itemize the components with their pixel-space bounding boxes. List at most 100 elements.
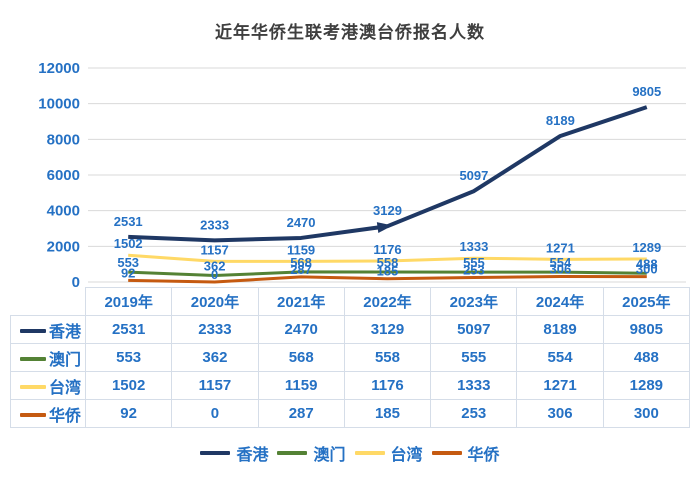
data-label: 185 bbox=[377, 264, 399, 279]
table-body: 香港 2531 2333 2470 3129 5097 8189 9805 澳门 553 362 56… bbox=[10, 315, 691, 428]
series-name: 澳门 bbox=[48, 351, 81, 369]
data-label: 5097 bbox=[459, 168, 488, 183]
table-header-row: 2019年 2020年 2021年 2022年 2023年 2024年 2025年 bbox=[11, 287, 691, 316]
hongkong-legend-swatch-icon bbox=[200, 451, 231, 455]
series-name: 香港 bbox=[48, 323, 81, 341]
table-row-hongkong: 香港 2531 2333 2470 3129 5097 8189 9805 bbox=[10, 315, 691, 344]
data-label: 0 bbox=[211, 267, 218, 282]
data-label: 2333 bbox=[200, 217, 229, 232]
data-label: 1271 bbox=[546, 240, 575, 255]
value-cell: 300 bbox=[602, 399, 691, 428]
series-line-huaqiao bbox=[128, 275, 647, 284]
macau-line-swatch-icon bbox=[19, 356, 46, 361]
y-axis-tick-label: 10000 bbox=[38, 96, 80, 113]
data-label: 306 bbox=[549, 262, 571, 277]
y-axis-tick-label: 8000 bbox=[47, 131, 80, 148]
legend-item-taiwan: 台湾 bbox=[354, 441, 423, 465]
value-cell: 568 bbox=[257, 343, 345, 372]
value-cell: 2470 bbox=[257, 315, 345, 344]
macau-legend-swatch-icon bbox=[277, 451, 308, 455]
table-row-macau: 澳门 553 362 568 558 555 554 488 bbox=[10, 343, 691, 372]
data-label: 1289 bbox=[632, 240, 661, 255]
value-cell: 1289 bbox=[602, 371, 691, 400]
value-cell: 2531 bbox=[84, 315, 173, 344]
value-cell: 558 bbox=[343, 343, 432, 372]
y-axis-tick-label: 0 bbox=[72, 274, 80, 287]
y-axis-tick-label: 6000 bbox=[47, 167, 80, 184]
value-cell: 185 bbox=[343, 399, 432, 428]
year-header: 2025年 bbox=[602, 287, 691, 316]
y-axis-tick-label: 12000 bbox=[38, 60, 80, 77]
series-line-macau bbox=[128, 270, 647, 278]
value-cell: 553 bbox=[84, 343, 173, 372]
value-cell: 287 bbox=[257, 399, 345, 428]
year-header: 2020年 bbox=[171, 287, 259, 316]
data-label: 555 bbox=[463, 255, 485, 270]
y-axis-tick-label: 4000 bbox=[47, 203, 80, 220]
data-label: 488 bbox=[636, 256, 658, 271]
taiwan-legend-swatch-icon bbox=[354, 451, 385, 455]
year-header: 2024年 bbox=[516, 287, 604, 316]
value-cell: 1502 bbox=[84, 371, 173, 400]
chart-title: 近年华侨生联考港澳台侨报名人数 bbox=[215, 23, 485, 42]
data-table: 2019年 2020年 2021年 2022年 2023年 2024年 2025年 香港 25… bbox=[10, 287, 691, 428]
data-label: 1157 bbox=[201, 242, 229, 257]
data-label: 362 bbox=[204, 259, 226, 274]
legend-label: 香港 bbox=[236, 447, 269, 464]
value-cell: 0 bbox=[171, 399, 259, 428]
legend: 香港 澳门 台湾 华侨 bbox=[0, 441, 700, 465]
year-header: 2019年 bbox=[84, 287, 173, 316]
legend-label: 华侨 bbox=[467, 447, 500, 464]
table-row-taiwan: 台湾 1502 1157 1159 1176 1333 1271 1289 bbox=[10, 371, 691, 400]
value-cell: 253 bbox=[430, 399, 518, 428]
data-label: 300 bbox=[636, 262, 658, 277]
data-label: 92 bbox=[121, 265, 135, 280]
y-axis-tick-label: 2000 bbox=[47, 238, 80, 255]
value-cell: 362 bbox=[171, 343, 259, 372]
value-cell: 1271 bbox=[516, 371, 604, 400]
hongkong-line-swatch-icon bbox=[19, 328, 46, 333]
table-corner-cell bbox=[11, 288, 86, 316]
series-label-cell: 台湾 bbox=[10, 371, 86, 400]
legend-item-huaqiao: 华侨 bbox=[431, 441, 500, 465]
value-cell: 92 bbox=[84, 399, 173, 428]
value-cell: 5097 bbox=[430, 315, 518, 344]
data-label: 3129 bbox=[373, 203, 402, 218]
data-label: 1176 bbox=[373, 242, 401, 257]
data-label: 1333 bbox=[459, 239, 488, 254]
data-label: 253 bbox=[463, 262, 485, 277]
value-cell: 8189 bbox=[516, 315, 604, 344]
data-label: 2531 bbox=[114, 214, 143, 229]
series-name: 华侨 bbox=[48, 407, 81, 425]
series-label-cell: 澳门 bbox=[10, 343, 86, 372]
legend-item-macau: 澳门 bbox=[277, 441, 346, 465]
huaqiao-legend-swatch-icon bbox=[431, 451, 462, 455]
year-header: 2023年 bbox=[430, 287, 518, 316]
value-cell: 3129 bbox=[343, 315, 432, 344]
series-name: 台湾 bbox=[48, 379, 81, 397]
data-label: 1159 bbox=[287, 242, 315, 257]
value-cell: 488 bbox=[602, 343, 691, 372]
table-row-huaqiao: 华侨 92 0 287 185 253 306 300 bbox=[10, 399, 691, 428]
data-label: 568 bbox=[290, 255, 312, 270]
value-cell: 554 bbox=[516, 343, 604, 372]
value-cell: 1157 bbox=[171, 371, 259, 400]
taiwan-line-swatch-icon bbox=[19, 384, 46, 389]
value-cell: 9805 bbox=[602, 315, 691, 344]
table-header: 2019年 2020年 2021年 2022年 2023年 2024年 2025年 bbox=[11, 287, 691, 316]
data-label: 558 bbox=[377, 255, 399, 270]
year-header: 2021年 bbox=[257, 287, 345, 316]
value-cell: 1333 bbox=[430, 371, 518, 400]
value-cell: 306 bbox=[516, 399, 604, 428]
data-label: 1502 bbox=[114, 236, 143, 251]
data-label: 553 bbox=[117, 255, 139, 270]
value-cell: 1159 bbox=[257, 371, 345, 400]
series-label-cell: 香港 bbox=[10, 315, 86, 344]
line-chart: 0 2000 4000 6000 8000 10000 12000 2531 2333 2470 3… bbox=[38, 60, 686, 287]
legend-label: 台湾 bbox=[390, 447, 423, 464]
legend-item-hongkong: 香港 bbox=[200, 441, 268, 465]
trend-arrow bbox=[376, 222, 393, 233]
value-cell: 1176 bbox=[343, 371, 432, 400]
value-cell: 2333 bbox=[171, 315, 259, 344]
